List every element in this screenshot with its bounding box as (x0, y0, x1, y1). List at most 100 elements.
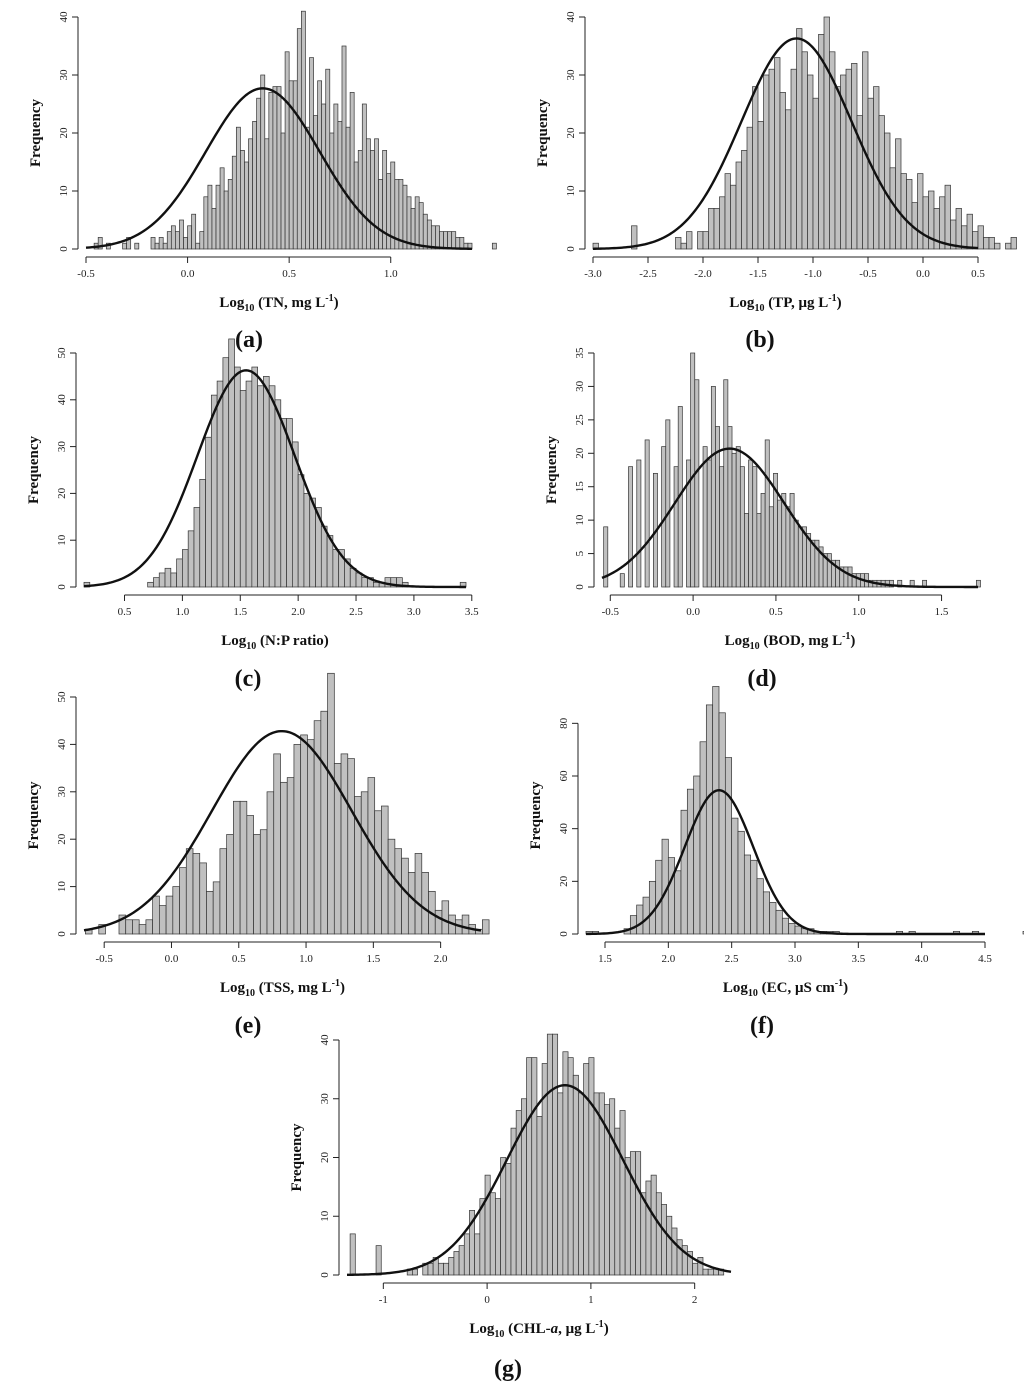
y-tick-label: 5 (574, 550, 586, 556)
panel-label: (d) (747, 666, 776, 692)
histogram-bar (253, 834, 261, 935)
histogram-bar (644, 439, 650, 588)
histogram-bar (900, 173, 907, 250)
histogram-bar (710, 386, 716, 588)
x-title-end: ) (850, 633, 855, 649)
y-tick-label: 30 (319, 1093, 331, 1105)
histogram-bar (739, 466, 745, 588)
histogram-bar (680, 242, 687, 250)
histogram-bar (212, 881, 221, 935)
histogram-bar (179, 219, 184, 250)
y-tick-label: 20 (558, 875, 570, 887)
histogram-bar (843, 566, 849, 588)
histogram-bar (272, 86, 278, 250)
histogram-bar (206, 890, 214, 935)
normal-curve (592, 37, 979, 250)
x-tick-label: 2 (692, 1294, 698, 1306)
x-axis-title: Log10 (BOD, mg L-1) (725, 631, 856, 652)
histogram-bar (794, 925, 802, 935)
y-axis-title: Frequency (289, 1123, 305, 1192)
y-tick-label: 20 (574, 447, 586, 459)
histogram-bar (216, 380, 224, 588)
x-title-italic: a (551, 1321, 559, 1337)
histogram-bar (867, 97, 874, 250)
histogram-bar (199, 479, 206, 588)
histogram-bar (374, 138, 379, 250)
histogram-bar (280, 418, 287, 588)
histogram-bar (394, 848, 402, 935)
x-title-main: (CHL- (504, 1321, 550, 1337)
histogram-bar (280, 781, 288, 935)
histogram-bar (764, 439, 770, 588)
histogram-bar (427, 1262, 434, 1276)
histogram-bar (796, 28, 803, 250)
x-tick-label: 4.5 (978, 953, 992, 965)
histogram-bar (793, 519, 799, 588)
histogram-bar (134, 242, 140, 250)
x-title-log: Log (725, 633, 751, 649)
histogram-bar (718, 712, 726, 935)
y-tick-label: 30 (56, 786, 68, 798)
y-tick-label: 0 (56, 584, 68, 590)
histogram-bar (762, 891, 771, 935)
histogram-bar (187, 225, 192, 250)
histogram-bar (459, 237, 465, 250)
histogram-bar (631, 225, 638, 250)
panel-label: (a) (235, 327, 263, 353)
histogram-bar (500, 1157, 507, 1276)
histogram-bar (207, 184, 213, 250)
histogram-bar (257, 385, 264, 588)
y-tick-label: 0 (558, 931, 570, 937)
normal-curve (601, 447, 979, 589)
y-axis-title: Frequency (28, 98, 44, 167)
histogram-bar (955, 208, 962, 250)
histogram-bar (375, 1245, 382, 1276)
x-title-log: Log (723, 980, 749, 996)
histogram-bar (252, 121, 257, 250)
histogram-bar (150, 237, 156, 250)
histogram-bar (234, 366, 241, 588)
histogram-bar (332, 549, 340, 588)
histogram-bar (810, 539, 816, 588)
histogram-bar (300, 734, 308, 935)
histogram-bar (340, 753, 349, 935)
histogram-bar (972, 231, 979, 250)
y-tick-label: 0 (565, 246, 577, 252)
x-title-end: ) (604, 1321, 609, 1337)
panel-label: (f) (750, 1013, 774, 1039)
histogram-bar (325, 68, 331, 250)
histogram-bar (176, 558, 183, 588)
histogram-bar (845, 68, 852, 250)
histogram-bar (768, 506, 774, 588)
histogram-bar (398, 179, 404, 250)
histogram-bar (702, 231, 709, 250)
histogram-bar (752, 466, 758, 588)
histogram-bar (437, 1262, 444, 1276)
normal-curve (83, 369, 466, 589)
histogram-bar (975, 579, 981, 588)
y-tick-label: 40 (56, 394, 68, 406)
histogram-bar (280, 132, 286, 250)
histogram-bar (768, 68, 775, 250)
histogram-bar (98, 924, 106, 935)
x-tick-label: -1.0 (804, 268, 822, 280)
histogram-bar (97, 237, 103, 250)
histogram-bar (162, 242, 168, 250)
x-title-main: (TP, μg L (764, 295, 828, 311)
histogram-bar (373, 581, 380, 588)
histogram-bar (374, 810, 382, 935)
x-title-log: Log (219, 295, 245, 311)
histogram-bar (629, 915, 638, 935)
x-tick-label: 1.0 (852, 606, 866, 618)
histogram-bar (680, 809, 688, 935)
histogram-bar (426, 219, 432, 250)
histogram-bar (873, 86, 880, 250)
histogram-bar (170, 572, 177, 588)
histogram-panel-c: 0.5 1.0 1.5 2.0 2.5 3.0 3.5 0 10 20 30 40 50 Frequenc… (26, 338, 479, 692)
histogram-bar (165, 895, 174, 935)
histogram-bar (636, 904, 644, 935)
histogram-bar (694, 379, 700, 588)
histogram-bar (531, 1057, 538, 1276)
y-axis-title: Frequency (535, 98, 551, 167)
